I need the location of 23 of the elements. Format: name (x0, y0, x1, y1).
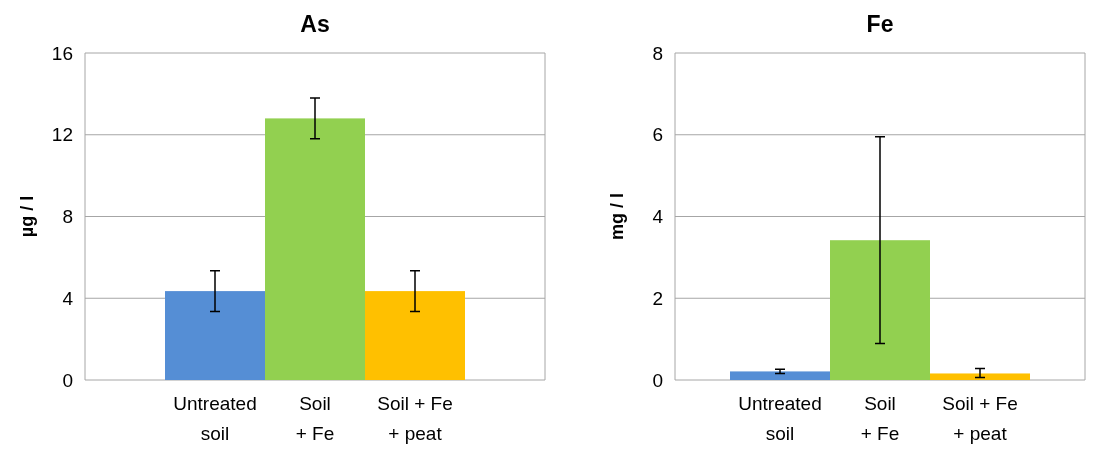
y-tick-label: 6 (652, 124, 663, 146)
x-tick-label: Soil + Fe (860, 393, 900, 444)
chart-title: Fe (866, 11, 894, 37)
chart-title: As (300, 11, 330, 37)
y-tick-label: 16 (51, 42, 73, 64)
y-tick-label: 4 (62, 287, 74, 309)
x-tick-label: Soil + Fe (295, 393, 335, 444)
x-tick-label: Soil + Fe + peat (942, 393, 1018, 444)
y-tick-label: 8 (652, 42, 663, 64)
y-axis-title: µg / l (17, 195, 37, 238)
y-axis-title: mg / l (607, 192, 627, 241)
x-tick-label: Soil + Fe + peat (377, 393, 453, 444)
y-tick-label: 0 (652, 369, 663, 391)
bar (730, 371, 830, 380)
bar (830, 240, 930, 380)
y-tick-label: 4 (652, 206, 664, 228)
y-tick-label: 0 (62, 369, 73, 391)
y-tick-label: 2 (652, 287, 663, 309)
x-tick-label: Untreated soil (173, 393, 257, 444)
bar (930, 373, 1030, 380)
y-tick-label: 8 (62, 206, 73, 228)
x-tick-label: Untreated soil (738, 393, 822, 444)
y-tick-label: 12 (51, 124, 73, 146)
